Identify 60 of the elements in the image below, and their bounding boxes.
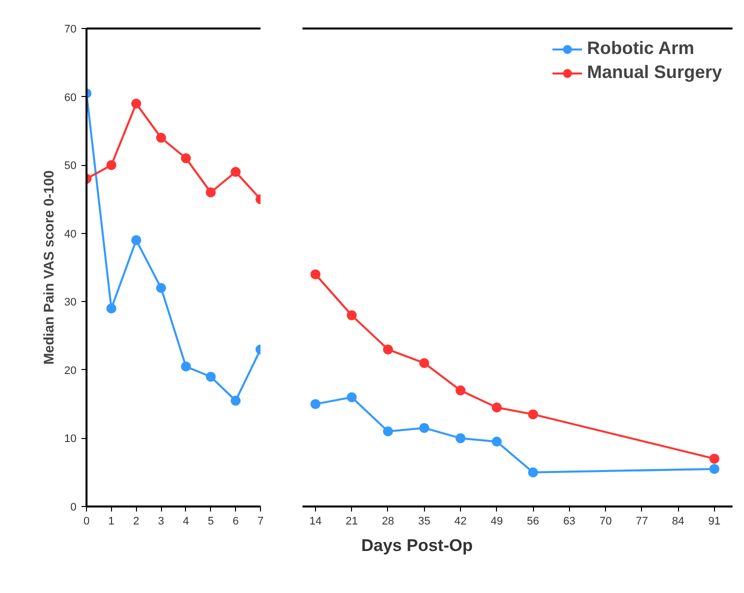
x-tick-label: 2 bbox=[133, 516, 140, 528]
x-tick-label: 84 bbox=[672, 516, 684, 528]
x-tick-label: 1 bbox=[108, 516, 114, 528]
legend-label: Robotic Arm bbox=[586, 38, 694, 59]
y-tick-label: 30 bbox=[64, 296, 77, 309]
point bbox=[456, 385, 466, 396]
point bbox=[230, 396, 241, 406]
point bbox=[346, 392, 357, 402]
point bbox=[106, 160, 116, 170]
point bbox=[528, 467, 538, 478]
point bbox=[419, 358, 430, 368]
x-tick-label: 0 bbox=[83, 516, 90, 528]
y-tick-label: 60 bbox=[64, 92, 77, 104]
y-tick-label: 10 bbox=[64, 433, 77, 446]
x-tick-label: 21 bbox=[346, 516, 358, 528]
point bbox=[419, 422, 430, 433]
point bbox=[456, 433, 466, 444]
x-tick-label: 3 bbox=[158, 516, 164, 528]
x-tick-label: 7 bbox=[257, 516, 264, 528]
x-tick-label: 49 bbox=[490, 516, 503, 528]
x-tick-label: 35 bbox=[418, 516, 430, 528]
x-tick-label: 77 bbox=[636, 516, 648, 528]
point bbox=[346, 310, 357, 320]
point bbox=[230, 166, 241, 177]
point bbox=[131, 235, 142, 246]
point bbox=[156, 282, 166, 293]
x-tick-label: 4 bbox=[182, 516, 189, 528]
y-tick-label: 20 bbox=[64, 364, 77, 377]
y-tick-label: 50 bbox=[64, 160, 77, 172]
y-axis-title: Median Pain VAS score 0-100 bbox=[40, 170, 56, 365]
point bbox=[528, 409, 538, 420]
x-tick-label: 6 bbox=[232, 516, 239, 528]
point bbox=[382, 426, 393, 436]
point bbox=[709, 454, 720, 464]
point bbox=[310, 399, 320, 410]
point bbox=[180, 153, 191, 164]
point bbox=[156, 132, 166, 143]
y-tick-label: 0 bbox=[70, 502, 77, 514]
point bbox=[492, 436, 502, 447]
point bbox=[382, 344, 393, 354]
x-tick-label: 91 bbox=[708, 516, 720, 528]
point bbox=[206, 187, 216, 198]
point bbox=[310, 269, 320, 280]
x-tick-label: 28 bbox=[382, 516, 394, 528]
point bbox=[131, 98, 142, 109]
x-tick-label: 14 bbox=[309, 516, 322, 528]
legend-label: Manual Surgery bbox=[586, 62, 722, 83]
x-axis-title: Days Post-Op bbox=[361, 535, 473, 557]
point bbox=[492, 402, 502, 412]
x-tick-label: 70 bbox=[599, 516, 612, 528]
x-tick-label: 5 bbox=[208, 516, 214, 528]
y-tick-label: 70 bbox=[64, 24, 77, 36]
x-tick-label: 63 bbox=[563, 516, 576, 528]
point bbox=[180, 362, 191, 372]
point bbox=[106, 303, 116, 314]
point bbox=[206, 372, 216, 382]
x-tick-label: 56 bbox=[526, 516, 540, 528]
point bbox=[709, 464, 720, 474]
x-tick-label: 42 bbox=[454, 516, 467, 528]
y-tick-label: 40 bbox=[64, 228, 77, 240]
